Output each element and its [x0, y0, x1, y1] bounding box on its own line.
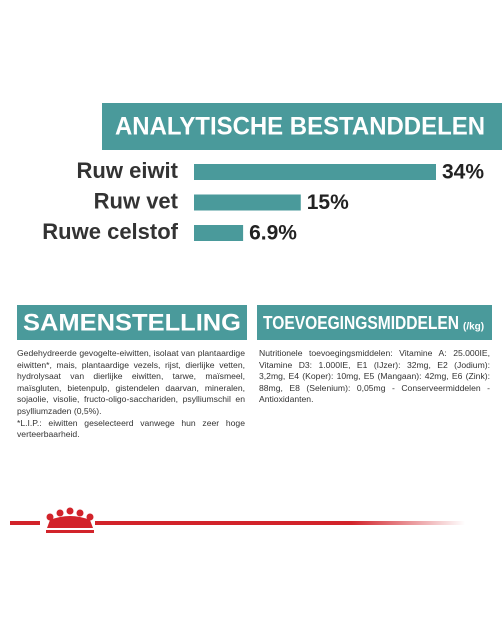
bar [194, 225, 244, 241]
value-label: 15% [307, 191, 349, 214]
additives-title: TOEVOEGINGSMIDDELEN [263, 313, 459, 333]
category-label: Ruwe celstof [42, 219, 178, 244]
composition-body: Gedehydreerde gevogelte-eiwitten, isolaa… [17, 348, 245, 416]
composition-title: SAMENSTELLING [23, 309, 241, 336]
additives-band [257, 305, 492, 340]
value-label: 34% [442, 161, 484, 184]
footer-line [10, 521, 465, 525]
composition-note: *L.I.P.: eiwitten geselecteerd vanwege h… [17, 417, 245, 440]
header-band [102, 103, 502, 150]
composition-text: Gedehydreerde gevogelte-eiwitten, isolaa… [17, 348, 245, 441]
bar [194, 194, 301, 211]
additives-unit: (/kg) [463, 322, 484, 333]
category-label: Ruw eiwit [77, 158, 179, 183]
additives-body: Nutritionele toevoegingsmiddelen: Vitami… [259, 348, 490, 405]
crown-logo [46, 507, 94, 533]
bar [194, 164, 436, 180]
additives-text: Nutritionele toevoegingsmiddelen: Vitami… [259, 348, 490, 406]
value-label: 6.9% [249, 222, 297, 245]
composition-band [17, 305, 247, 340]
category-label: Ruw vet [94, 188, 179, 213]
chart-title: ANALYTISCHE BESTANDDELEN [115, 113, 485, 141]
